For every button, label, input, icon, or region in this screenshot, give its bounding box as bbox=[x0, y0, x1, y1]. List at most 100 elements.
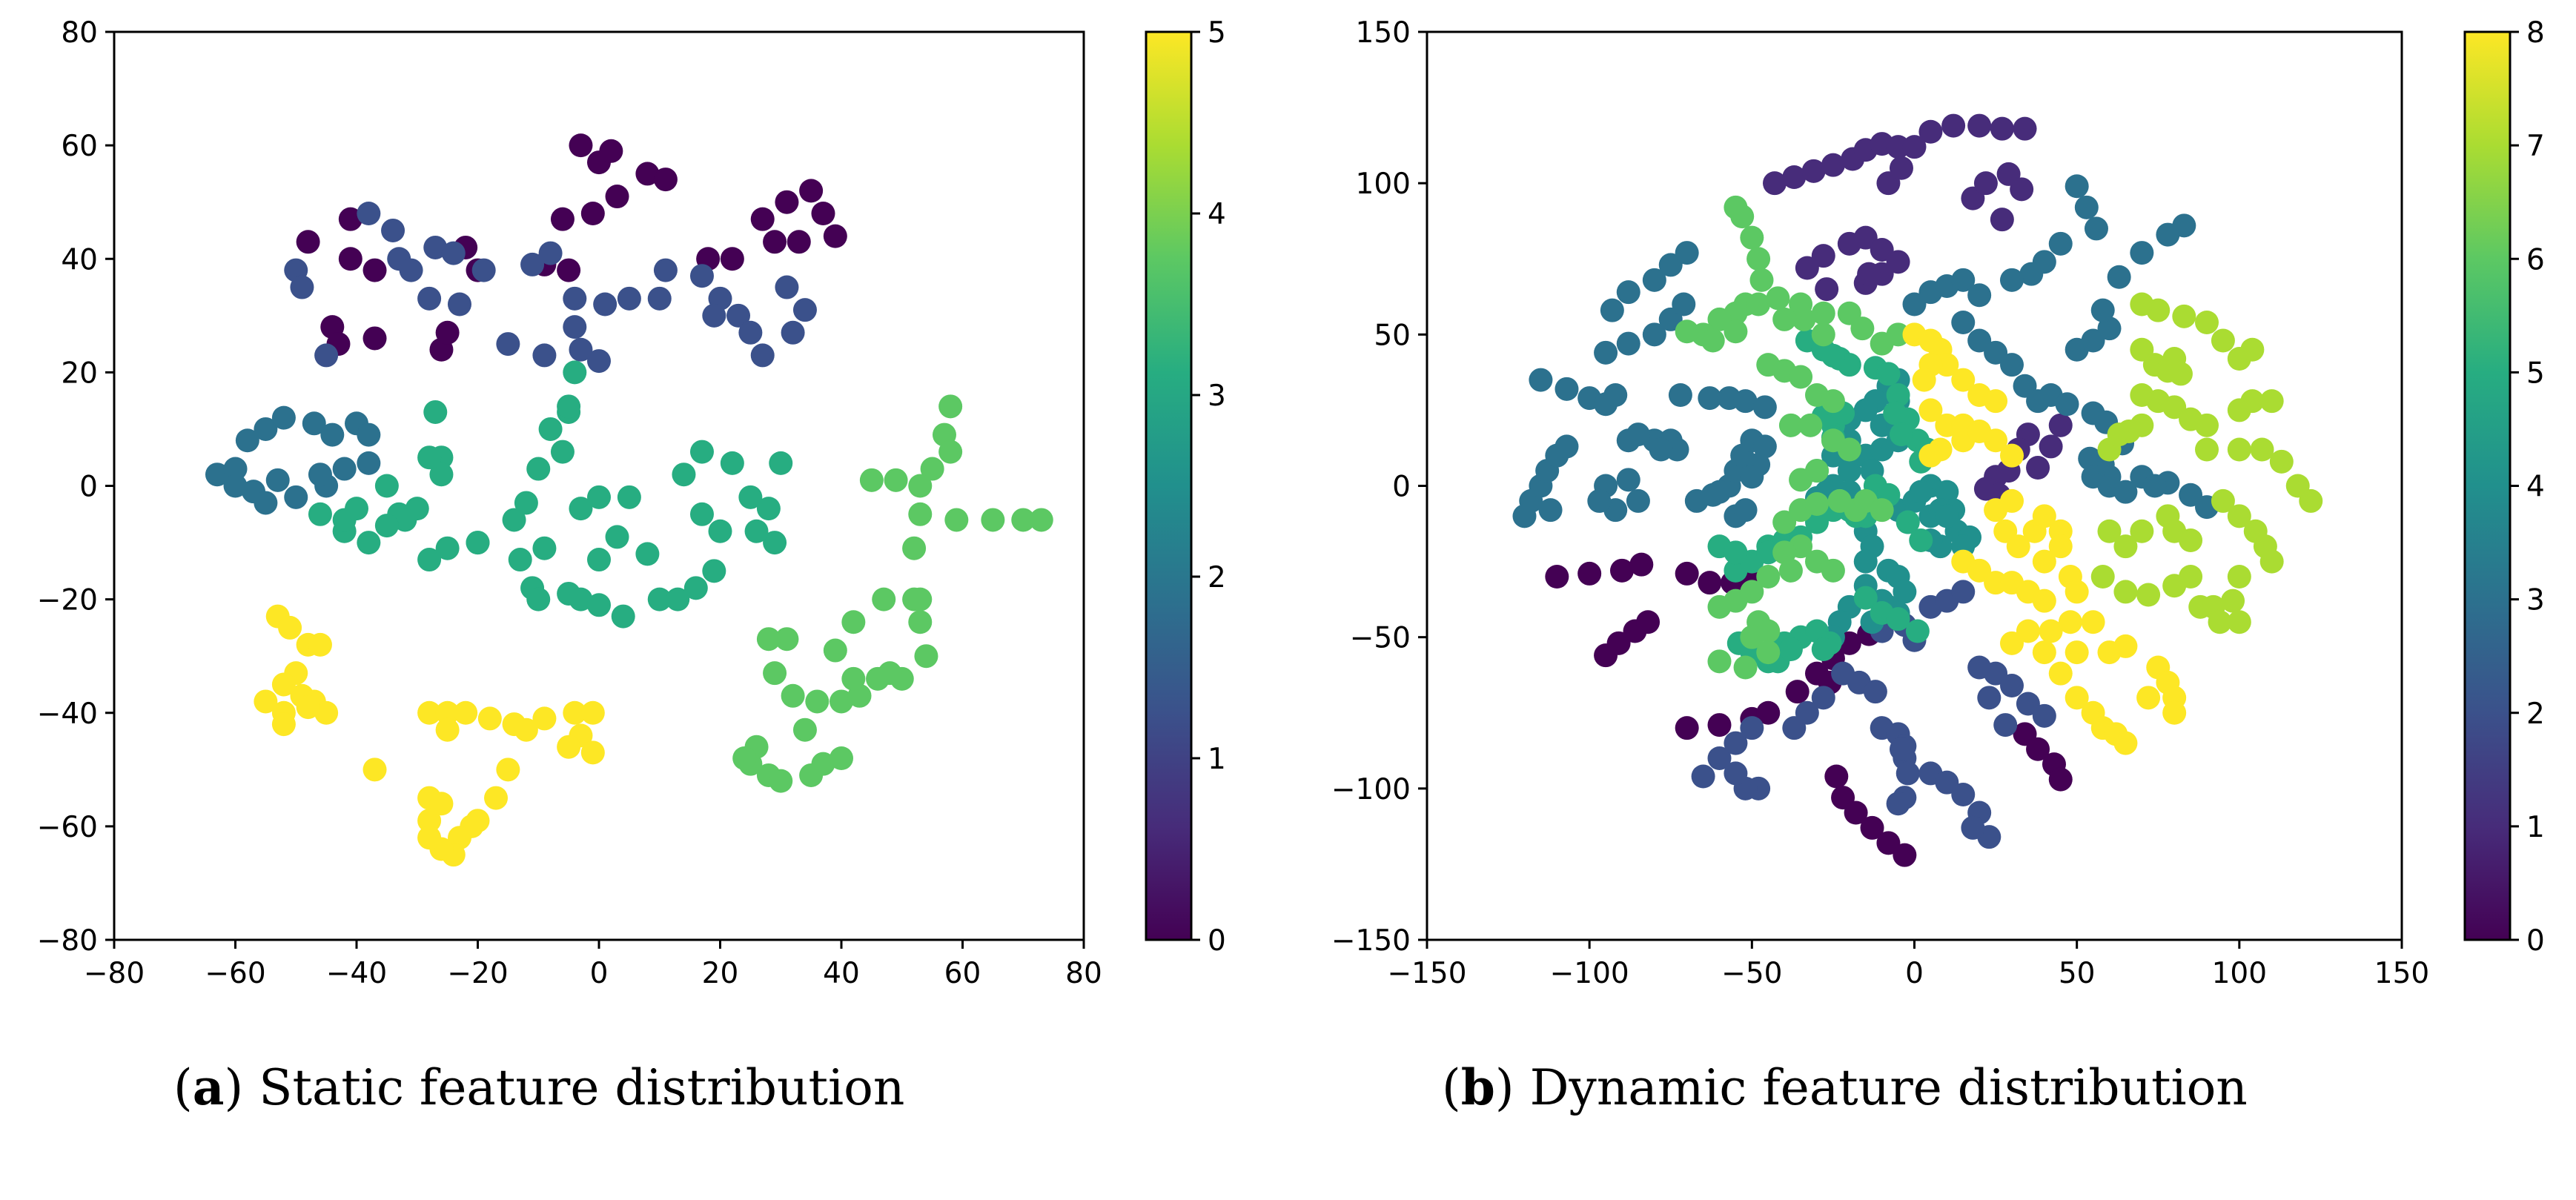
scatter-point-class-5 bbox=[1778, 637, 1803, 661]
scatter-point-class-8 bbox=[1918, 398, 1943, 422]
scatter-point-class-2 bbox=[1863, 680, 1887, 704]
scatter-point-class-3 bbox=[374, 514, 399, 538]
scatter-point-class-6 bbox=[1756, 565, 1781, 589]
scatter-point-class-7 bbox=[2130, 519, 2154, 543]
scatter-point-class-3 bbox=[1951, 311, 1976, 334]
scatter-point-class-3 bbox=[1967, 328, 1992, 353]
scatter-point-class-0 bbox=[1844, 800, 1868, 825]
scatter-point-class-3 bbox=[702, 559, 726, 583]
scatter-point-class-7 bbox=[2168, 362, 2193, 386]
scatter-point-class-1 bbox=[496, 332, 520, 357]
scatter-point-class-6 bbox=[1805, 492, 1829, 516]
scatter-point-class-8 bbox=[1984, 498, 2008, 523]
x-tick-label: 40 bbox=[823, 957, 860, 990]
scatter-point-class-0 bbox=[1698, 571, 1722, 595]
scatter-point-class-7 bbox=[2146, 298, 2171, 322]
scatter-point-class-1 bbox=[1821, 153, 1845, 177]
scatter-point-class-3 bbox=[587, 593, 611, 617]
scatter-point-class-4 bbox=[944, 508, 969, 532]
scatter-point-class-5 bbox=[1909, 528, 1933, 552]
scatter-point-class-8 bbox=[2032, 549, 2056, 574]
scatter-point-class-5 bbox=[1889, 422, 1913, 447]
scatter-point-class-2 bbox=[1886, 792, 1910, 816]
scatter-point-class-5 bbox=[1853, 586, 1878, 610]
x-tick-label: 80 bbox=[1065, 957, 1102, 990]
scatter-point-class-3 bbox=[1600, 298, 1624, 322]
scatter-point-class-3 bbox=[1902, 292, 1927, 316]
scatter-point-class-3 bbox=[1616, 331, 1640, 356]
scatter-point-class-0 bbox=[435, 320, 460, 345]
scatter-point-class-7 bbox=[2221, 589, 2245, 613]
colorbar-tick-label: 8 bbox=[2526, 16, 2545, 50]
scatter-point-class-4 bbox=[792, 717, 817, 742]
scatter-point-class-1 bbox=[520, 252, 545, 276]
scatter-point-class-2 bbox=[1691, 764, 1715, 789]
caption-a-text: Static feature distribution bbox=[243, 1059, 904, 1116]
scatter-point-class-1 bbox=[1941, 113, 1966, 138]
scatter-point-class-5 bbox=[362, 758, 387, 782]
scatter-point-class-2 bbox=[2032, 703, 2056, 728]
scatter-point-class-6 bbox=[1772, 307, 1797, 331]
scatter-point-class-1 bbox=[792, 298, 817, 322]
caption-a-label: a bbox=[193, 1058, 225, 1116]
scatter-point-class-2 bbox=[271, 405, 296, 430]
scatter-point-class-3 bbox=[569, 497, 593, 521]
scatter-point-class-6 bbox=[1772, 540, 1797, 565]
scatter-point-class-6 bbox=[1837, 437, 1861, 462]
scatter-point-class-8 bbox=[1951, 368, 1976, 392]
scatter-point-class-2 bbox=[1951, 580, 1976, 604]
scatter-point-class-5 bbox=[514, 717, 538, 742]
scatter-point-class-5 bbox=[1724, 540, 1748, 565]
scatter-point-class-3 bbox=[1642, 322, 1666, 347]
x-tick-label: 0 bbox=[590, 957, 609, 990]
colorbar-tick-label: 4 bbox=[1208, 198, 1226, 231]
scatter-point-class-3 bbox=[2000, 353, 2024, 377]
scatter-point-class-0 bbox=[811, 202, 835, 225]
colorbar-tick-label: 0 bbox=[1208, 924, 1226, 958]
scatter-point-class-0 bbox=[1756, 700, 1781, 725]
scatter-point-class-7 bbox=[2299, 488, 2323, 513]
scatter-point-class-0 bbox=[1636, 610, 1661, 634]
scatter-point-class-3 bbox=[1649, 437, 1673, 462]
scatter-point-class-3 bbox=[532, 536, 557, 560]
scatter-point-class-5 bbox=[496, 758, 520, 782]
scatter-point-class-2 bbox=[284, 485, 308, 509]
scatter-point-class-4 bbox=[981, 508, 1005, 532]
scatter-point-class-2 bbox=[1984, 661, 2008, 686]
scatter-point-class-2 bbox=[1895, 761, 1920, 786]
scatter-point-class-1 bbox=[417, 286, 442, 311]
scatter-point-class-7 bbox=[2172, 304, 2196, 328]
x-tick-label: −40 bbox=[326, 957, 387, 990]
scatter-point-class-3 bbox=[617, 485, 641, 509]
scatter-point-class-0 bbox=[653, 168, 678, 192]
y-tick-label: 0 bbox=[1392, 471, 1411, 504]
y-tick-label: 50 bbox=[1374, 319, 1411, 352]
scatter-point-class-6 bbox=[1766, 286, 1790, 311]
scatter-point-class-5 bbox=[1876, 362, 1901, 386]
scatter-point-class-0 bbox=[605, 185, 629, 209]
scatter-point-class-3 bbox=[689, 502, 714, 526]
scatter-point-class-6 bbox=[1730, 205, 1755, 229]
scatter-point-class-4 bbox=[1935, 480, 1959, 504]
scatter-point-class-4 bbox=[1935, 504, 1959, 528]
scatter-point-class-2 bbox=[2000, 674, 2024, 697]
scatter-point-class-3 bbox=[2179, 483, 2203, 507]
y-tick-label: −100 bbox=[1331, 773, 1411, 806]
scatter-point-class-4 bbox=[914, 644, 938, 669]
scatter-point-class-8 bbox=[2006, 534, 2030, 559]
scatter-point-class-3 bbox=[508, 548, 532, 572]
scatter-point-class-8 bbox=[2032, 640, 2056, 665]
scatter-point-class-2 bbox=[1961, 815, 1985, 840]
scatter-point-class-5 bbox=[454, 700, 478, 725]
scatter-point-class-0 bbox=[2048, 767, 2073, 792]
scatter-point-class-3 bbox=[538, 417, 563, 441]
scatter-point-class-4 bbox=[1011, 508, 1036, 532]
scatter-point-class-7 bbox=[2227, 610, 2251, 634]
scatter-point-class-3 bbox=[2055, 392, 2079, 417]
scatter-point-class-5 bbox=[417, 809, 442, 833]
scatter-point-class-1 bbox=[381, 218, 405, 242]
scatter-point-class-2 bbox=[223, 457, 248, 481]
colorbar-tick-label: 3 bbox=[1208, 379, 1226, 413]
scatter-point-class-1 bbox=[593, 292, 617, 316]
scatter-point-class-1 bbox=[1973, 171, 1998, 196]
